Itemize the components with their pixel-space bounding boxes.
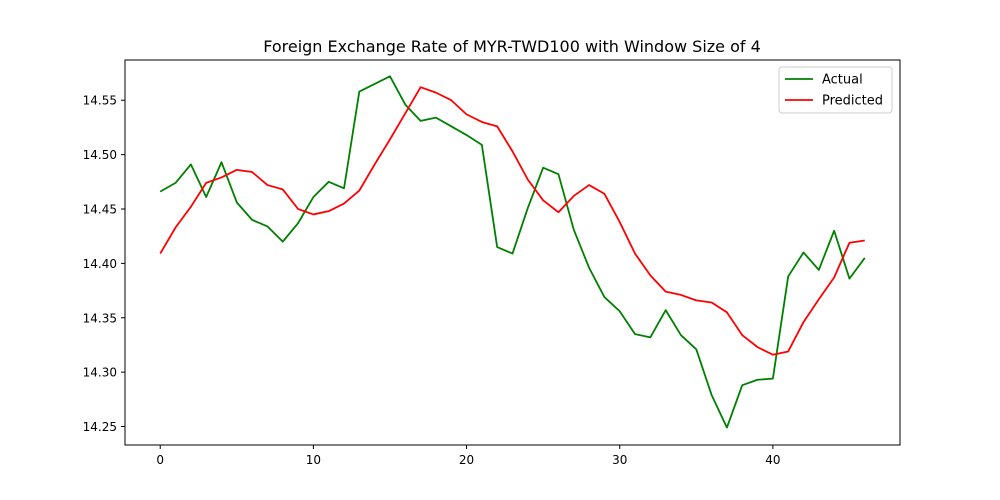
series-layer: [159, 75, 866, 429]
y-tick-label: 14.50: [83, 148, 117, 162]
x-tick-label: 0: [156, 453, 164, 467]
legend-label-predicted: Predicted: [822, 94, 883, 109]
y-tick-label: 14.45: [83, 202, 117, 216]
series-line-actual: [159, 75, 866, 429]
y-tick-label: 14.40: [83, 257, 117, 271]
x-tick-label: 40: [765, 453, 780, 467]
x-tick-label: 30: [612, 453, 627, 467]
series-line-predicted: [159, 86, 865, 356]
chart-title: Foreign Exchange Rate of MYR-TWD100 with…: [263, 37, 761, 56]
legend-label-actual: Actual: [822, 73, 863, 88]
plot-area: [124, 59, 901, 446]
y-tick-label: 14.30: [83, 366, 117, 380]
plot-frame: [124, 59, 901, 446]
x-axis: 0 10 20 30 40: [156, 445, 781, 467]
y-axis: 14.25 14.30 14.35 14.40 14.45 14.50 14.55: [83, 94, 125, 434]
y-tick-label: 14.35: [83, 311, 117, 325]
x-tick-label: 20: [459, 453, 474, 467]
x-tick-label: 10: [306, 453, 321, 467]
legend: Actual Predicted: [778, 66, 893, 114]
y-tick-label: 14.55: [83, 94, 117, 108]
y-tick-label: 14.25: [83, 420, 117, 434]
